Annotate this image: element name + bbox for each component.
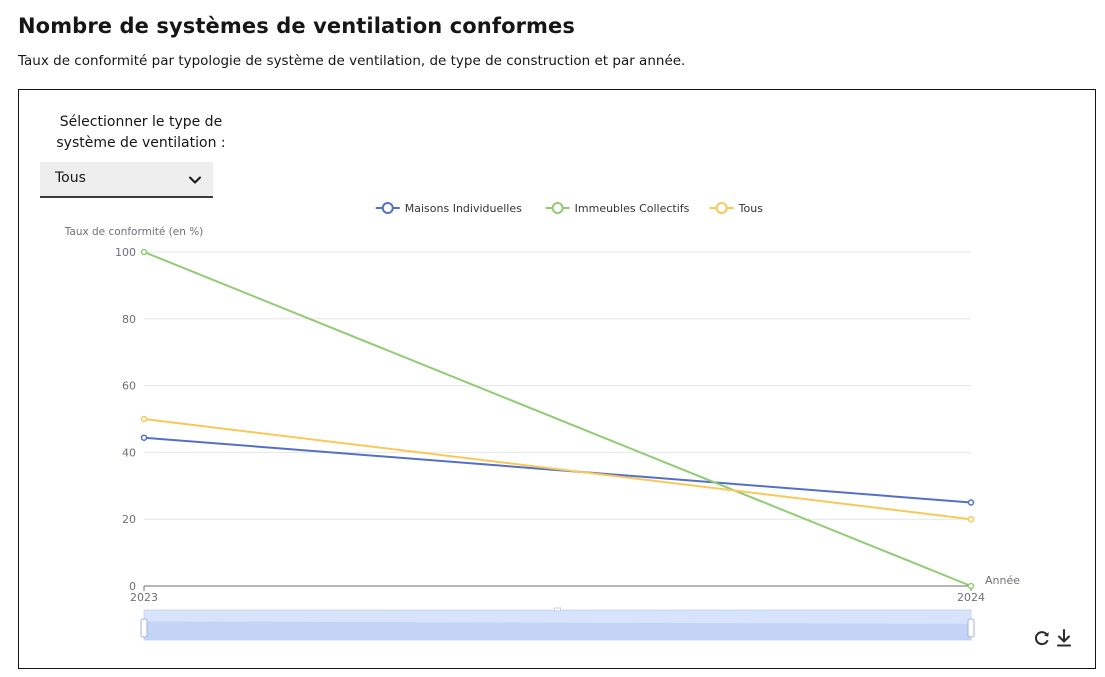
legend-swatch-marker[interactable] xyxy=(381,202,394,214)
y-tick-label: 100 xyxy=(115,246,136,259)
legend-swatch-marker[interactable] xyxy=(551,202,564,214)
x-axis-title: Année xyxy=(985,574,1020,587)
datazoom-handle-right[interactable] xyxy=(967,618,975,638)
x-tick-label: 2023 xyxy=(130,591,158,604)
datazoom-preview-area xyxy=(144,621,971,640)
download-icon[interactable] xyxy=(1055,628,1073,648)
data-point[interactable] xyxy=(967,515,975,523)
data-point[interactable] xyxy=(140,248,148,256)
datazoom-move-handle[interactable] xyxy=(554,607,561,612)
select-value: Tous xyxy=(55,170,86,186)
datazoom-handle-left[interactable] xyxy=(140,618,148,638)
legend-item-label[interactable]: Immeubles Collectifs xyxy=(575,202,690,215)
y-tick-label: 80 xyxy=(122,313,136,326)
series-line xyxy=(143,418,972,521)
refresh-icon[interactable] xyxy=(1033,629,1051,647)
y-tick-label: 60 xyxy=(122,380,136,393)
datazoom-selection[interactable] xyxy=(144,610,971,640)
data-point[interactable] xyxy=(967,582,975,590)
x-tick-label: 2024 xyxy=(957,591,985,604)
filter-label: Sélectionner le type de système de venti… xyxy=(56,114,226,151)
chevron-down-icon xyxy=(189,176,201,184)
ventilation-type-select[interactable]: Tous xyxy=(40,162,213,198)
data-point[interactable] xyxy=(967,499,975,506)
chart-container: Sélectionner le type de système de venti… xyxy=(18,89,1096,669)
page-subtitle: Taux de conformité par typologie de syst… xyxy=(18,53,686,69)
y-tick-label: 20 xyxy=(122,513,136,526)
legend-item-label[interactable]: Maisons Individuelles xyxy=(405,202,522,215)
y-tick-label: 40 xyxy=(122,446,136,459)
page-title: Nombre de systèmes de ventilation confor… xyxy=(18,14,575,38)
legend-swatch-marker[interactable] xyxy=(715,202,728,214)
data-point[interactable] xyxy=(140,434,148,441)
legend-item-label[interactable]: Tous xyxy=(738,202,764,215)
data-point[interactable] xyxy=(140,415,148,423)
y-tick-label: 0 xyxy=(129,580,136,593)
series-line xyxy=(143,251,972,587)
y-axis-title: Taux de conformité (en %) xyxy=(64,226,204,238)
